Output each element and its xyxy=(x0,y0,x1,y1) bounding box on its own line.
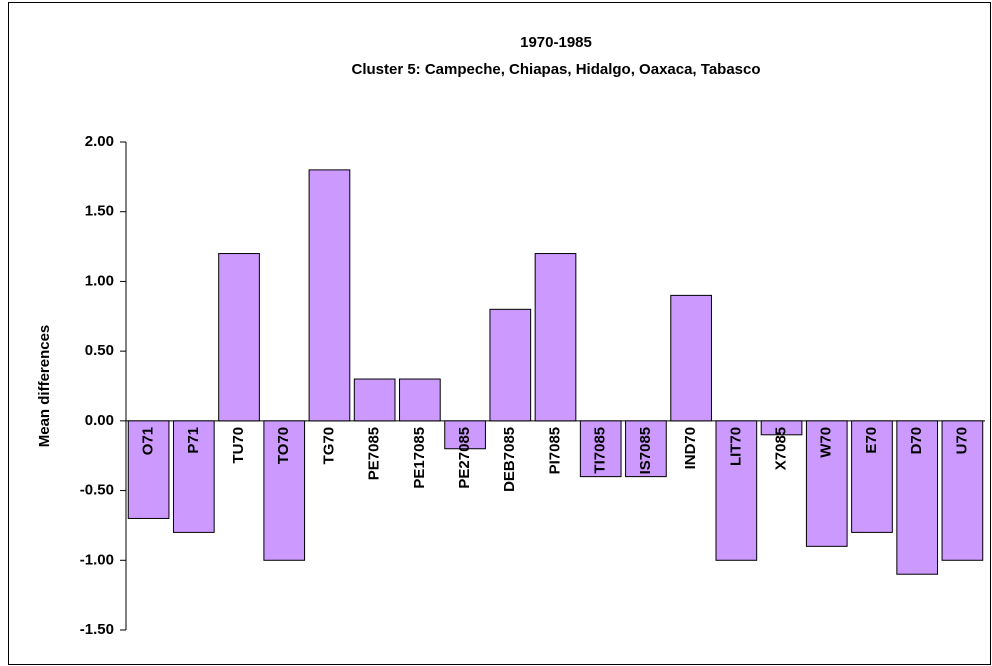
x-tick-label: W70 xyxy=(818,427,835,458)
bar xyxy=(760,420,803,436)
x-tick-label: DEB7085 xyxy=(501,427,518,492)
x-tick-label: IND70 xyxy=(682,427,699,470)
chart-subtitle: Cluster 5: Campeche, Chiapas, Hidalgo, O… xyxy=(351,61,760,78)
bar xyxy=(896,420,939,575)
bar xyxy=(399,378,441,422)
x-tick-label: E70 xyxy=(863,427,880,454)
x-tick-label: IS7085 xyxy=(637,427,654,475)
x-tick-label: TO70 xyxy=(275,427,292,464)
bar xyxy=(308,169,351,422)
y-tick-label: 0.00 xyxy=(85,412,114,429)
x-tick-label: P71 xyxy=(185,427,202,454)
x-tick-label: PE7085 xyxy=(366,427,383,480)
x-tick-label: TU70 xyxy=(230,427,247,464)
x-tick-label: LIT70 xyxy=(727,427,744,466)
y-tick-label: 2.00 xyxy=(85,133,114,150)
x-tick-label: PE17085 xyxy=(411,427,428,489)
x-tick-label: PI7085 xyxy=(546,427,563,475)
x-tick-label: U70 xyxy=(953,427,970,455)
bar xyxy=(941,420,984,561)
y-tick-label: -0.50 xyxy=(80,482,114,499)
bar xyxy=(353,378,396,422)
bar xyxy=(489,308,532,422)
bar xyxy=(851,420,893,533)
x-tick-label: D70 xyxy=(908,427,925,455)
y-tick-label: -1.50 xyxy=(80,621,114,638)
y-tick-label: 1.50 xyxy=(85,203,114,220)
bar xyxy=(444,420,486,450)
chart-border xyxy=(8,2,991,665)
x-tick-label: X7085 xyxy=(773,427,790,470)
y-tick-label: -1.00 xyxy=(80,551,114,568)
bar xyxy=(218,253,260,422)
bar xyxy=(805,420,848,547)
x-tick-label: O71 xyxy=(140,427,157,455)
bar xyxy=(579,420,622,478)
bar xyxy=(670,294,712,422)
bar xyxy=(127,420,170,519)
y-axis-label: Mean differences xyxy=(36,325,53,448)
y-tick-label: 1.00 xyxy=(85,272,114,289)
bar xyxy=(263,420,306,561)
bar xyxy=(534,253,577,422)
y-tick-label: 0.50 xyxy=(85,342,114,359)
x-tick-label: TI7085 xyxy=(592,427,609,474)
x-tick-label: TG70 xyxy=(320,427,337,465)
bar xyxy=(625,420,667,478)
bar xyxy=(715,420,758,561)
x-tick-label: PE27085 xyxy=(456,427,473,489)
bar xyxy=(172,420,215,533)
chart-title: 1970-1985 xyxy=(520,34,592,51)
